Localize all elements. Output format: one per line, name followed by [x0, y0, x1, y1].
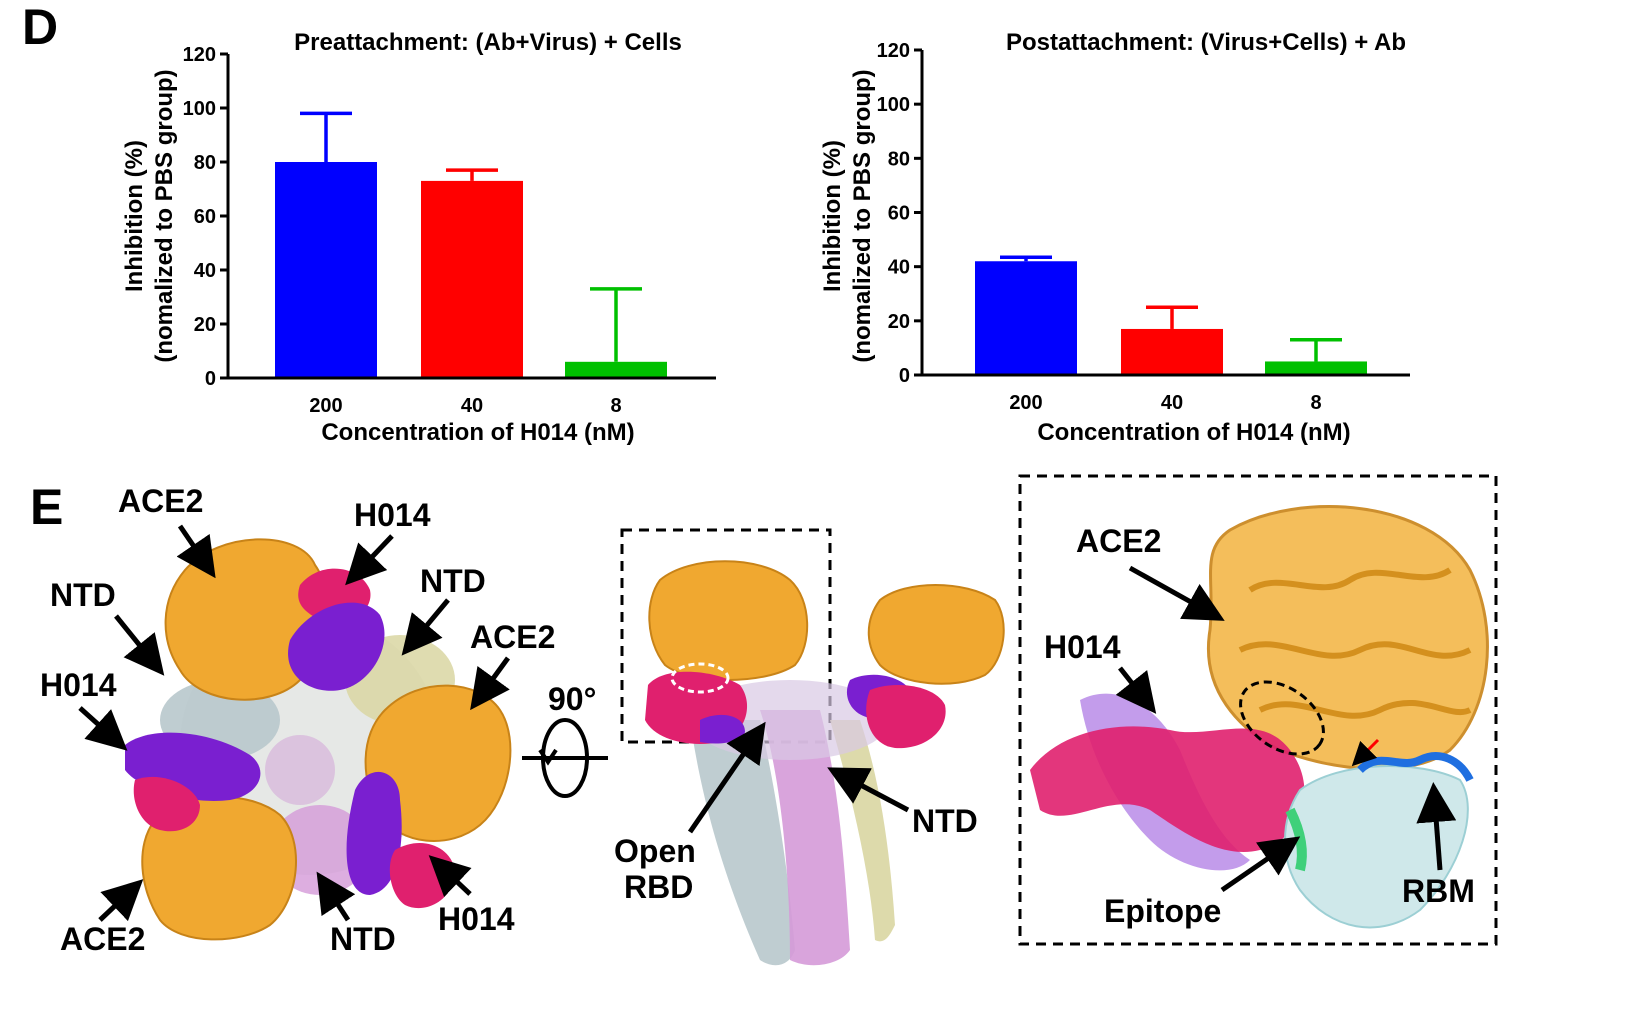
ace2-surface-box — [648, 560, 809, 681]
zoom-detail: ACE2 H014 Epitope RBM — [1018, 474, 1498, 946]
h014-pink-side-right — [866, 685, 946, 749]
zoom-box — [620, 528, 832, 744]
arrow-ntd-right — [401, 598, 450, 656]
rotation-symbol: 90° — [522, 681, 608, 798]
epitope-ellipse — [670, 662, 730, 694]
label-h014-zoom: H014 — [1044, 629, 1121, 665]
side-view-structure: Open RBD NTD — [614, 528, 1005, 966]
y-tick-label: 80 — [194, 152, 216, 174]
label-epitope: Epitope — [1104, 893, 1221, 929]
y-tick-label: 20 — [194, 314, 216, 336]
h014-cartoon-pink — [1030, 726, 1305, 852]
bar-8 — [1265, 361, 1367, 375]
arrow-ace2-top — [176, 524, 216, 579]
y-tick-label: 40 — [194, 260, 216, 282]
x-axis-label: Concentration of H014 (nM) — [321, 419, 634, 446]
epitope-strand — [1285, 807, 1307, 872]
h014-pink-left — [133, 776, 200, 832]
label-ace2-bottom: ACE2 — [60, 921, 145, 957]
y-tick-label: 120 — [877, 40, 910, 62]
arrow-h014-zoom — [1115, 666, 1157, 714]
y-tick-label: 0 — [205, 368, 216, 390]
y-tick-label: 60 — [888, 203, 910, 225]
y-axis-label-line2: (nomalized to PBS group) — [849, 69, 876, 362]
arrow-h014-left — [78, 706, 128, 751]
ace2-helix-3 — [1258, 699, 1472, 719]
label-h014-top: H014 — [354, 497, 431, 533]
label-ntd-left: NTD — [50, 577, 116, 613]
label-h014-left: H014 — [40, 667, 117, 703]
label-open-rbd-line2: RBD — [624, 869, 693, 905]
y-tick-label: 20 — [888, 311, 910, 333]
arrow-rbm — [1416, 782, 1457, 871]
y-axis-label-line1: Inhibition (%) — [819, 140, 846, 292]
y-tick-label: 100 — [877, 94, 910, 116]
y-axis-label-line2: (nomalized to PBS group) — [151, 69, 178, 362]
spike-stalk-gray — [690, 720, 795, 966]
x-tick-label: 40 — [461, 395, 483, 417]
y-tick-label: 60 — [194, 206, 216, 228]
rbm-loop — [1357, 752, 1474, 782]
structure-panel: ACE2 H014 NTD NTD ACE2 H014 ACE2 NTD H01… — [40, 474, 1498, 966]
arrow-ntd-bottom — [316, 871, 356, 922]
y-tick-label: 100 — [183, 98, 216, 120]
rotation-arrow-icon — [538, 748, 558, 766]
arrow-ace2-zoom — [1128, 565, 1225, 621]
label-ntd-bottom: NTD — [330, 921, 396, 957]
panel-d-letter: D — [22, 0, 59, 55]
center-pink — [265, 735, 335, 805]
bar-200 — [975, 261, 1077, 375]
panel-e-letter: E — [30, 479, 64, 535]
chart-title: Preattachment: (Ab+Virus) + Cells — [294, 29, 682, 56]
x-tick-label: 40 — [1161, 392, 1183, 414]
arrow-ntd-middle — [827, 767, 910, 813]
label-ntd-middle: NTD — [912, 803, 978, 839]
label-open-rbd-line1: Open — [614, 833, 696, 869]
x-tick-label: 8 — [610, 395, 621, 417]
label-ace2-right: ACE2 — [470, 619, 555, 655]
epitope-contact-ellipse — [1239, 680, 1325, 756]
label-ntd-right: NTD — [420, 563, 486, 599]
arrow-epitope — [1220, 836, 1301, 893]
ace2-helix-1 — [1248, 567, 1452, 593]
y-tick-label: 0 — [899, 365, 910, 387]
top-view-structure: ACE2 H014 NTD NTD ACE2 H014 ACE2 NTD H01… — [40, 483, 555, 957]
arrow-ace2-bottom — [98, 879, 144, 922]
chart-title: Postattachment: (Virus+Cells) + Ab — [1006, 29, 1406, 56]
y-axis-label-line1: Inhibition (%) — [121, 140, 148, 292]
x-tick-label: 200 — [309, 395, 342, 417]
label-h014-bottom: H014 — [438, 901, 515, 937]
arrow-ace2-right — [470, 656, 511, 711]
rotation-label: 90° — [548, 681, 596, 717]
bar-40 — [421, 180, 523, 378]
x-axis-label: Concentration of H014 (nM) — [1037, 419, 1350, 446]
arrow-open-rbd — [687, 721, 766, 834]
label-rbm: RBM — [1402, 873, 1475, 909]
bar-40 — [1121, 328, 1223, 375]
y-tick-label: 40 — [888, 257, 910, 279]
y-tick-label: 120 — [183, 44, 216, 66]
zoom-detail-box — [1018, 474, 1498, 946]
y-tick-label: 80 — [888, 148, 910, 170]
arrow-h014-bottom — [428, 855, 472, 898]
h014-pink-right — [389, 842, 455, 909]
ace2-helix-2 — [1238, 641, 1472, 659]
ace2-surface-side-right — [867, 584, 1005, 685]
preattachment-chart: Preattachment: (Ab+Virus) + Cells Inhibi… — [121, 29, 716, 446]
h014-purple-top — [288, 602, 385, 691]
arrow-h014-top — [345, 534, 394, 586]
x-tick-label: 8 — [1310, 392, 1321, 414]
red-pointer — [1351, 738, 1380, 767]
h014-purple-right — [346, 771, 402, 895]
label-ace2-top: ACE2 — [118, 483, 203, 519]
postattachment-chart: Postattachment: (Virus+Cells) + Ab Inhib… — [819, 29, 1410, 446]
bar-200 — [275, 162, 377, 378]
x-tick-label: 200 — [1009, 392, 1042, 414]
arrow-ntd-left — [114, 614, 165, 676]
bar-8 — [565, 361, 667, 378]
label-ace2-zoom: ACE2 — [1076, 523, 1161, 559]
